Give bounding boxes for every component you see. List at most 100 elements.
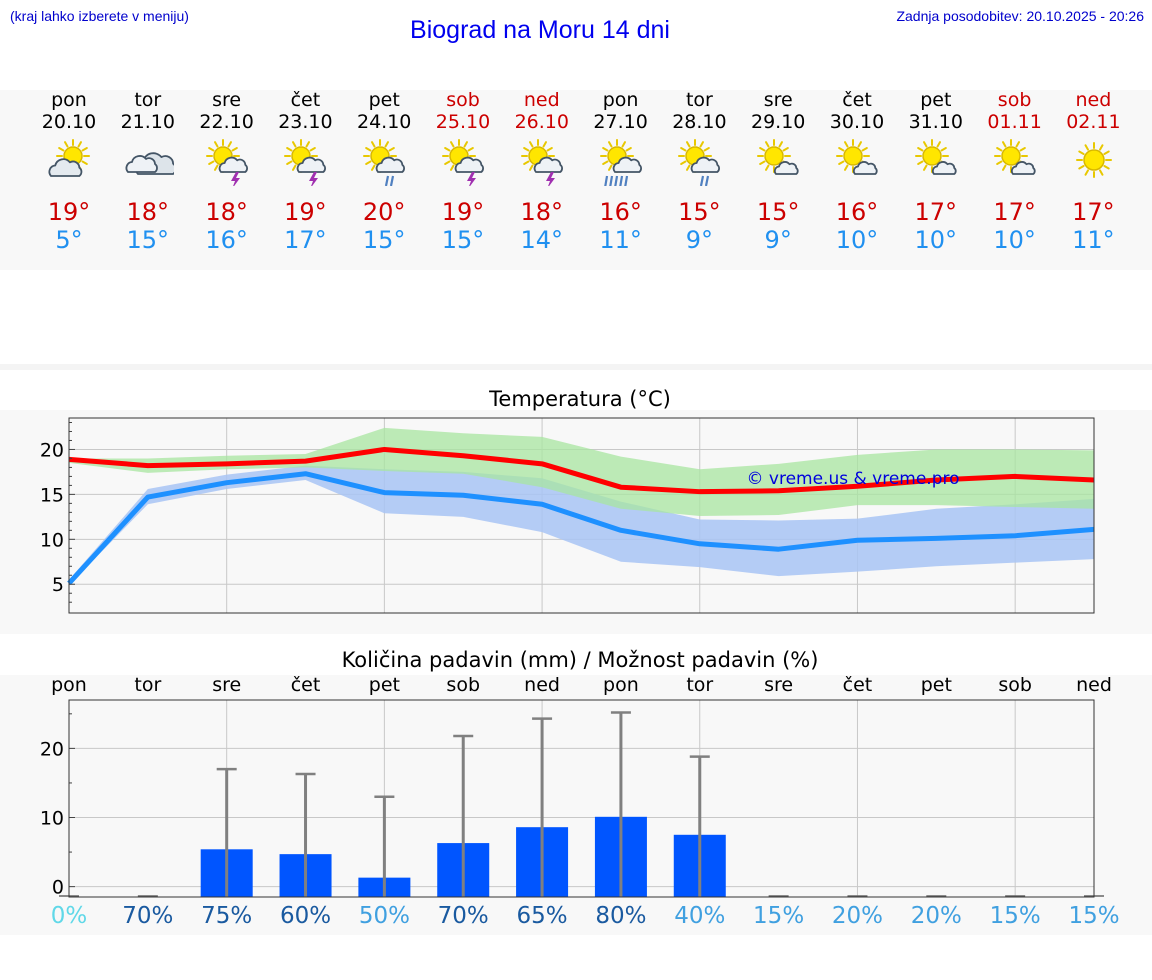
x-tick-label: čet xyxy=(817,674,897,696)
x-tick-label: čet xyxy=(266,674,346,696)
min-temp: 16° xyxy=(187,226,267,254)
max-temp: 19° xyxy=(265,198,345,226)
temperature-chart-title: Temperatura (°C) xyxy=(0,387,1152,411)
day-date: 02.11 xyxy=(1053,111,1133,133)
day-name: sob xyxy=(423,89,503,111)
day-name: pon xyxy=(29,89,109,111)
day-name: pet xyxy=(344,89,424,111)
sun-cloud-rain-icon xyxy=(675,136,725,186)
day-name: tor xyxy=(659,89,739,111)
min-temp: 15° xyxy=(108,226,188,254)
cloud-icon xyxy=(124,136,174,186)
day-name: pet xyxy=(896,89,976,111)
min-temp: 10° xyxy=(817,226,897,254)
x-tick-label: ned xyxy=(1054,674,1134,696)
day-date: 26.10 xyxy=(502,111,582,133)
precip-probability: 15% xyxy=(739,903,819,929)
precip-probability: 40% xyxy=(660,903,740,929)
sun-small-cloud-icon xyxy=(991,136,1041,186)
min-temp: 14° xyxy=(502,226,582,254)
sun-cloud-heavy-rain-icon xyxy=(597,136,647,186)
min-temp: 11° xyxy=(1053,226,1133,254)
day-name: ned xyxy=(502,89,582,111)
day-date: 22.10 xyxy=(187,111,267,133)
sun-small-cloud-icon xyxy=(754,136,804,186)
sun-thunder-icon xyxy=(439,136,489,186)
min-temp: 15° xyxy=(344,226,424,254)
day-date: 27.10 xyxy=(581,111,661,133)
x-tick-label: tor xyxy=(660,674,740,696)
x-tick-label: sre xyxy=(187,674,267,696)
max-temp: 18° xyxy=(187,198,267,226)
day-date: 29.10 xyxy=(738,111,818,133)
sun-cloud-icon xyxy=(45,136,95,186)
min-temp: 11° xyxy=(581,226,661,254)
day-date: 25.10 xyxy=(423,111,503,133)
max-temp: 18° xyxy=(502,198,582,226)
x-tick-label: sob xyxy=(975,674,1055,696)
day-name: ned xyxy=(1053,89,1133,111)
max-temp: 15° xyxy=(738,198,818,226)
precipitation-chart-title: Količina padavin (mm) / Možnost padavin … xyxy=(0,648,1152,672)
max-temp: 16° xyxy=(581,198,661,226)
day-name: pon xyxy=(581,89,661,111)
x-tick-label: ned xyxy=(502,674,582,696)
min-temp: 17° xyxy=(265,226,345,254)
max-temp: 16° xyxy=(817,198,897,226)
x-tick-label: pon xyxy=(29,674,109,696)
day-name: sre xyxy=(738,89,818,111)
max-temp: 17° xyxy=(1053,198,1133,226)
precip-probability: 75% xyxy=(187,903,267,929)
x-tick-label: sre xyxy=(739,674,819,696)
min-temp: 10° xyxy=(975,226,1055,254)
day-name: sob xyxy=(975,89,1055,111)
max-temp: 17° xyxy=(896,198,976,226)
day-date: 23.10 xyxy=(265,111,345,133)
x-tick-label: pet xyxy=(896,674,976,696)
sun-icon xyxy=(1069,136,1119,186)
precip-probability: 20% xyxy=(896,903,976,929)
precip-probability: 70% xyxy=(423,903,503,929)
x-tick-label: sob xyxy=(423,674,503,696)
precip-probability: 15% xyxy=(1054,903,1134,929)
day-name: čet xyxy=(265,89,345,111)
min-temp: 15° xyxy=(423,226,503,254)
precip-probability: 50% xyxy=(344,903,424,929)
x-tick-label: pon xyxy=(581,674,661,696)
precip-probability: 65% xyxy=(502,903,582,929)
x-tick-label: tor xyxy=(108,674,188,696)
day-name: čet xyxy=(817,89,897,111)
min-temp: 9° xyxy=(738,226,818,254)
precip-probability: 15% xyxy=(975,903,1055,929)
max-temp: 15° xyxy=(659,198,739,226)
max-temp: 17° xyxy=(975,198,1055,226)
min-temp: 10° xyxy=(896,226,976,254)
precip-probability: 60% xyxy=(266,903,346,929)
day-date: 21.10 xyxy=(108,111,188,133)
sun-cloud-rain-icon xyxy=(360,136,410,186)
day-date: 01.11 xyxy=(975,111,1055,133)
max-temp: 19° xyxy=(423,198,503,226)
day-name: sre xyxy=(187,89,267,111)
day-name: tor xyxy=(108,89,188,111)
max-temp: 19° xyxy=(29,198,109,226)
day-date: 31.10 xyxy=(896,111,976,133)
sun-small-cloud-icon xyxy=(833,136,883,186)
sun-thunder-icon xyxy=(203,136,253,186)
precip-probability: 0% xyxy=(29,903,109,929)
sun-thunder-icon xyxy=(281,136,331,186)
day-date: 28.10 xyxy=(659,111,739,133)
precip-probability: 80% xyxy=(581,903,661,929)
sun-thunder-icon xyxy=(518,136,568,186)
day-date: 24.10 xyxy=(344,111,424,133)
day-date: 30.10 xyxy=(817,111,897,133)
precip-probability: 70% xyxy=(108,903,188,929)
min-temp: 5° xyxy=(29,226,109,254)
max-temp: 20° xyxy=(344,198,424,226)
min-temp: 9° xyxy=(659,226,739,254)
max-temp: 18° xyxy=(108,198,188,226)
sun-small-cloud-icon xyxy=(912,136,962,186)
day-date: 20.10 xyxy=(29,111,109,133)
x-tick-label: pet xyxy=(344,674,424,696)
